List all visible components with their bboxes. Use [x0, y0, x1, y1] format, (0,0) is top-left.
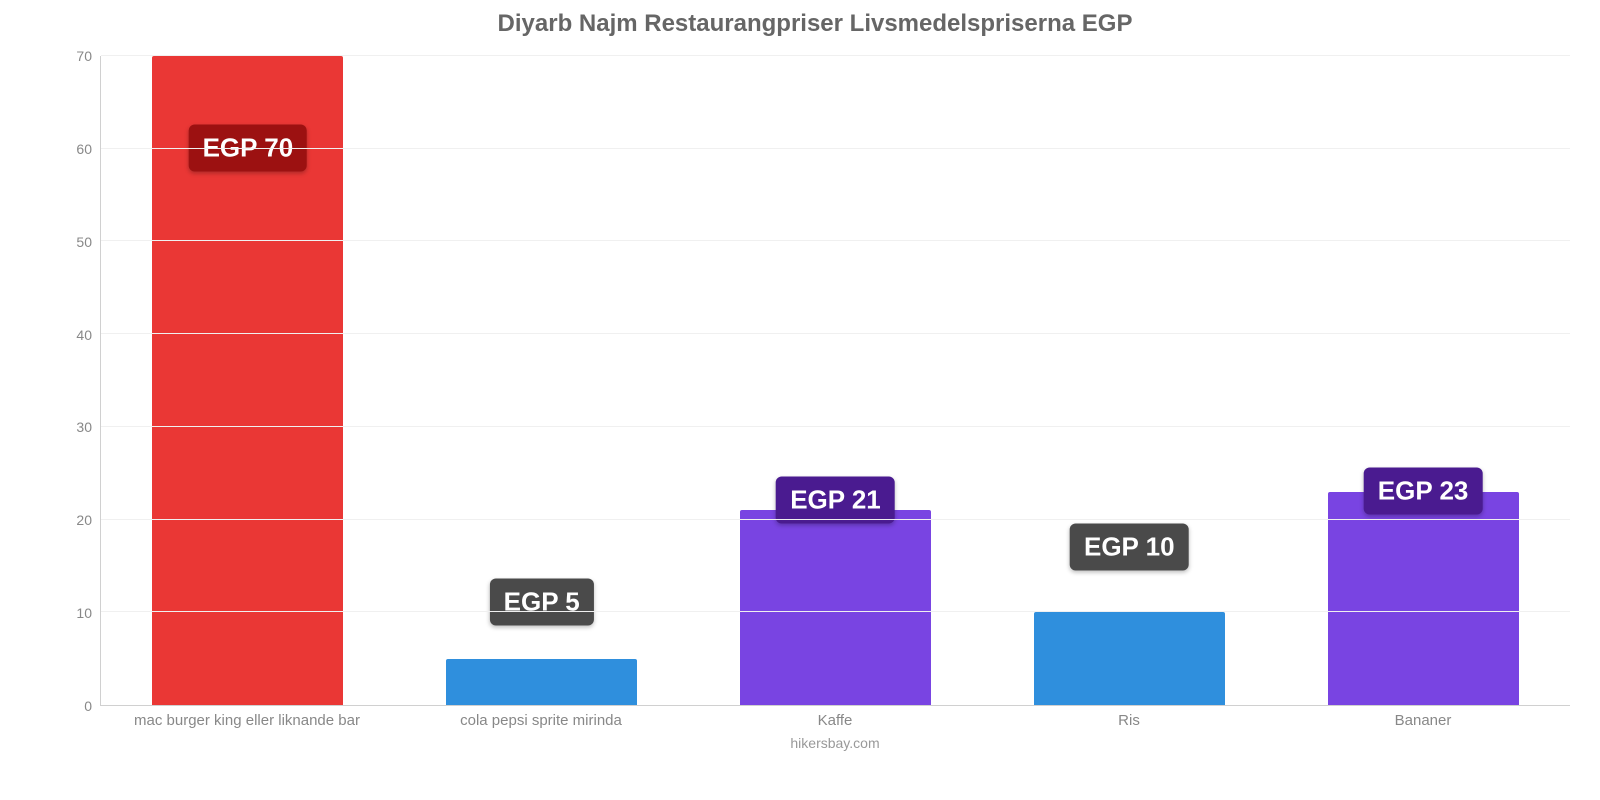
grid-line [101, 148, 1570, 149]
grid-line [101, 240, 1570, 241]
grid-line [101, 426, 1570, 427]
chart-title: Diyarb Najm Restaurangpriser Livsmedelsp… [60, 10, 1570, 38]
value-badge: EGP 21 [776, 477, 895, 524]
y-tick-label: 60 [76, 141, 92, 157]
price-bar-chart: Diyarb Najm Restaurangpriser Livsmedelsp… [0, 0, 1600, 800]
bar-slot: EGP 21 [689, 56, 983, 705]
grid-line [101, 333, 1570, 334]
value-badge: EGP 10 [1070, 523, 1189, 570]
x-axis-label: mac burger king eller liknande bar [100, 706, 394, 729]
y-axis: 010203040506070 [60, 56, 100, 706]
value-badge: EGP 5 [490, 579, 594, 626]
grid-line [101, 55, 1570, 56]
x-axis-label: Bananer [1276, 706, 1570, 729]
grid-line [101, 611, 1570, 612]
bar-slot: EGP 5 [395, 56, 689, 705]
bar-slot: EGP 23 [1276, 56, 1570, 705]
grid-line [101, 519, 1570, 520]
y-tick-label: 0 [84, 698, 92, 714]
bar [1328, 492, 1519, 705]
value-badge: EGP 23 [1364, 468, 1483, 515]
attribution: hikersbay.com [100, 735, 1570, 751]
plot-area: EGP 70 EGP 5 EGP 21 EGP 10 EGP 23 [100, 56, 1570, 706]
y-tick-label: 10 [76, 605, 92, 621]
bar [446, 659, 637, 705]
x-axis-label: Ris [982, 706, 1276, 729]
bars-container: EGP 70 EGP 5 EGP 21 EGP 10 EGP 23 [101, 56, 1570, 705]
y-tick-label: 40 [76, 327, 92, 343]
x-axis-label: Kaffe [688, 706, 982, 729]
x-axis: mac burger king eller liknande barcola p… [100, 706, 1570, 729]
bar [1034, 612, 1225, 705]
bar-slot: EGP 10 [982, 56, 1276, 705]
plot-row: 010203040506070 EGP 70EGP 5EGP 21EGP 10E… [60, 56, 1570, 706]
x-axis-label: cola pepsi sprite mirinda [394, 706, 688, 729]
bar-slot: EGP 70 [101, 56, 395, 705]
y-tick-label: 30 [76, 419, 92, 435]
y-tick-label: 50 [76, 234, 92, 250]
bar [740, 510, 931, 705]
y-tick-label: 20 [76, 512, 92, 528]
y-tick-label: 70 [76, 48, 92, 64]
